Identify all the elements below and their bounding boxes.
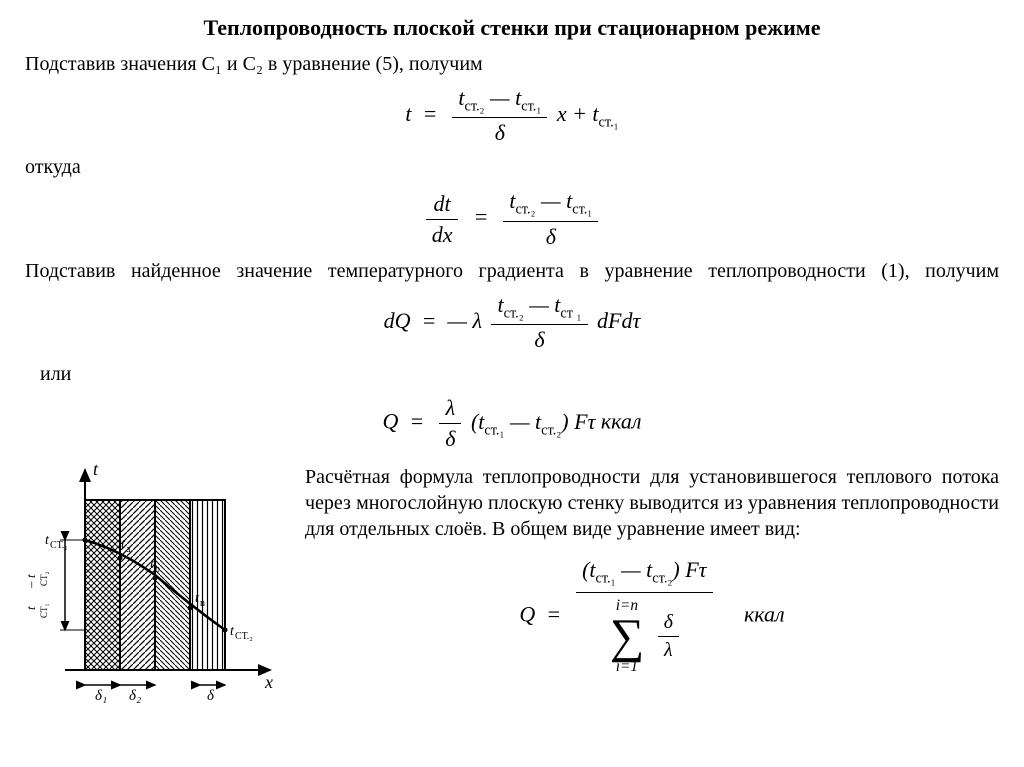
page-title: Теплопроводность плоской стенки при стац… [25, 15, 999, 41]
eq5-inner-den: λ [658, 637, 679, 662]
eq4-den: δ [439, 424, 461, 452]
eq3-lhs: dQ [384, 308, 411, 333]
eq3-frac: tст.₂ — tст ₁ δ [491, 292, 587, 353]
eq3-num: tст.₂ — tст ₁ [491, 292, 587, 325]
eq2-rhs: tст.₂ — tст.₁ δ [503, 188, 598, 249]
eq4-mid: (tст.₁ — tст.₂) Fτ [471, 409, 601, 434]
sigma-icon: ∑ [610, 615, 645, 659]
eq5-inner-frac: δ λ [658, 611, 679, 662]
svg-text:СТ₁: СТ₁ [39, 604, 49, 619]
paragraph-4: или [25, 361, 999, 387]
paragraph-1: Подставив значения C₁ и C₂ в уравнение (… [25, 51, 999, 77]
eq4-frac: λ δ [439, 395, 461, 452]
svg-text:δ₂: δ₂ [129, 688, 141, 704]
eq5-bottom: i=n ∑ i=1 δ λ [576, 593, 712, 677]
svg-text:СТ.₂: СТ.₂ [235, 631, 253, 642]
svg-text:–: – [25, 581, 38, 589]
eq1-frac: tст.₂ — tст.₁ δ [452, 85, 547, 146]
multilayer-wall-diagram: t x tСТ.₁ ta tb tn tСТ.₂ t [25, 460, 285, 720]
formula-4: Q = λ δ (tст.₁ — tст.₂) Fτ ккал [25, 395, 999, 452]
svg-text:t: t [25, 574, 38, 578]
eq2-rhs-num: tст.₂ — tст.₁ [503, 188, 598, 221]
svg-text:a: a [126, 544, 131, 555]
eq1-lhs: t [405, 101, 411, 126]
eq4-lhs: Q [382, 409, 398, 434]
svg-text:n: n [200, 598, 205, 609]
formula-3: dQ = — λ tст.₂ — tст ₁ δ dFdτ [25, 292, 999, 353]
eq5-unit: ккал [744, 602, 785, 627]
eq3-pre: — λ [447, 308, 487, 333]
eq1-tail: x + tст.₁ [557, 101, 619, 126]
eq2-lhs-den: dx [426, 220, 459, 248]
eq5-lhs: Q [519, 602, 535, 627]
svg-text:СТ₂: СТ₂ [39, 572, 49, 587]
eq5-top: (tст.₁ — tст.₂) Fτ [576, 557, 712, 592]
eq5-sum: i=n ∑ i=1 [610, 597, 645, 677]
eq3-den: δ [491, 325, 587, 353]
formula-1: t = tст.₂ — tст.₁ δ x + tст.₁ [25, 85, 999, 146]
svg-text:δ₁: δ₁ [95, 688, 107, 704]
eq2-lhs: dt dx [426, 191, 459, 248]
eq1-den: δ [452, 118, 547, 146]
formula-2: dt dx = tст.₂ — tст.₁ δ [25, 188, 999, 249]
svg-text:b: b [155, 564, 160, 575]
svg-text:δ: δ [207, 688, 215, 704]
eq2-rhs-den: δ [503, 222, 598, 250]
svg-text:t: t [25, 606, 38, 610]
eq4-unit: ккал [601, 409, 642, 434]
paragraph-2: откуда [25, 154, 999, 180]
eq4-num: λ [439, 395, 461, 424]
eq5-big-frac: (tст.₁ — tст.₂) Fτ i=n ∑ i=1 δ λ [576, 557, 712, 676]
eq5-inner-num: δ [658, 611, 679, 637]
eq1-num: tст.₂ — tст.₁ [452, 85, 547, 118]
paragraph-5: Расчётная формула теплопроводности для у… [305, 464, 999, 542]
x-axis-label: x [264, 672, 273, 692]
eq3-tail: dFdτ [597, 308, 640, 333]
diagram: t x tСТ.₁ ta tb tn tСТ.₂ t [25, 460, 285, 726]
paragraph-3: Подставив найденное значение температурн… [25, 258, 999, 284]
y-axis-label: t [93, 460, 99, 479]
eq2-lhs-num: dt [426, 191, 459, 220]
formula-5: Q = (tст.₁ — tст.₂) Fτ i=n ∑ i=1 δ λ [305, 557, 999, 676]
